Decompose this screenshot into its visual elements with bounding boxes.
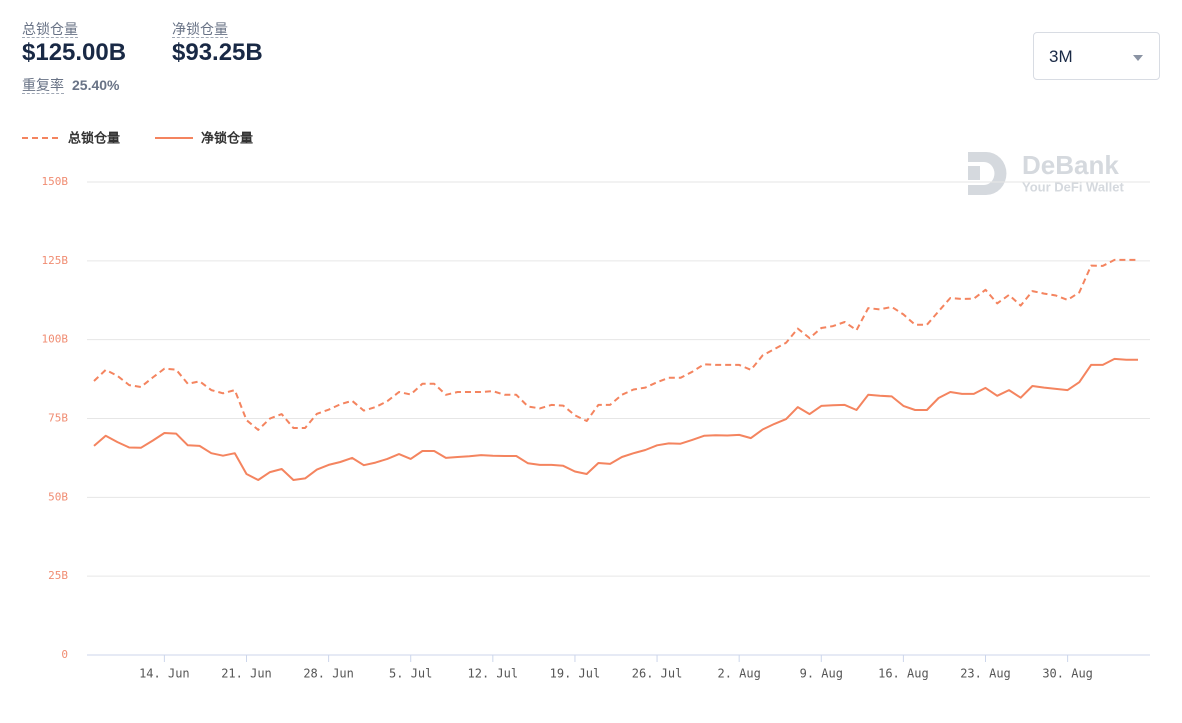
stat-value: $93.25B <box>172 39 263 66</box>
x-tick-label: 5. Jul <box>389 667 432 681</box>
stat-label: 净锁仓量 <box>172 21 228 38</box>
y-tick-label: 100B <box>42 333 69 346</box>
stat-label: 总锁仓量 <box>22 21 78 38</box>
x-tick-label: 28. Jun <box>303 667 354 681</box>
watermark-tagline: Your DeFi Wallet <box>1022 179 1125 194</box>
x-tick-label: 14. Jun <box>139 667 190 681</box>
y-tick-label: 0 <box>61 648 68 661</box>
dropdown-value[interactable]: 3M <box>1049 47 1073 66</box>
y-tick-label: 25B <box>48 569 68 582</box>
x-tick-label: 2. Aug <box>717 667 760 681</box>
legend-label: 总锁仓量 <box>68 130 120 145</box>
x-tick-label: 30. Aug <box>1042 667 1093 681</box>
y-tick-label: 50B <box>48 490 68 503</box>
watermark-logo <box>968 166 980 180</box>
x-tick-label: 9. Aug <box>800 667 843 681</box>
y-tick-label: 150B <box>42 175 69 188</box>
series-line <box>93 357 1138 481</box>
ratio-value: 25.40% <box>72 77 120 93</box>
y-tick-label: 125B <box>42 254 69 267</box>
x-tick-label: 23. Aug <box>960 667 1011 681</box>
ratio-label: 重复率 <box>22 77 64 94</box>
stat-value: $125.00B <box>22 39 127 66</box>
dropdown-caret[interactable] <box>1133 55 1143 61</box>
x-tick-label: 12. Jul <box>468 667 519 681</box>
x-tick-label: 26. Jul <box>632 667 683 681</box>
x-tick-label: 21. Jun <box>221 667 272 681</box>
watermark-name: DeBank <box>1022 150 1119 180</box>
y-tick-label: 75B <box>48 412 68 425</box>
watermark-logo <box>968 152 1007 195</box>
watermark: DeBank Your DeFi Wallet <box>968 150 1125 195</box>
series-line <box>93 258 1138 431</box>
legend-label: 净锁仓量 <box>201 130 253 145</box>
range-dropdown[interactable]: 3M <box>1033 32 1160 80</box>
x-tick-label: 16. Aug <box>878 667 929 681</box>
x-tick-label: 19. Jul <box>550 667 601 681</box>
